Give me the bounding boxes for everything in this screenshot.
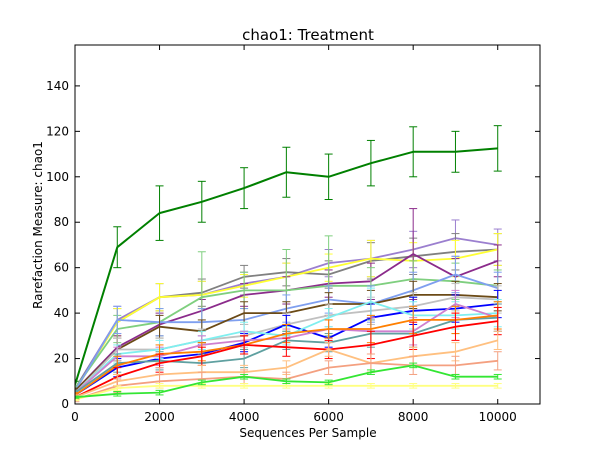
- series-16: [75, 351, 502, 403]
- x-tick-label: 2000: [144, 410, 175, 424]
- x-tick-label: 10000: [479, 410, 517, 424]
- series-17: [75, 383, 502, 402]
- y-tick-label: 140: [46, 79, 69, 93]
- chart-title: chao1: Treatment: [242, 26, 374, 44]
- x-tick-label: 0: [71, 410, 79, 424]
- plot-content: [75, 125, 502, 403]
- plot-area: 0 2000 4000 6000 8000 10000 0 20 40 60 80 100 120 140: [46, 44, 541, 424]
- x-tick-label: 6000: [313, 410, 344, 424]
- series-line: [75, 339, 498, 399]
- y-tick-label: 100: [46, 170, 69, 184]
- error-bar: [493, 383, 502, 389]
- y-tick-label: 40: [54, 306, 69, 320]
- x-tick-label: 8000: [398, 410, 429, 424]
- error-bar: [493, 373, 502, 380]
- series-line: [75, 320, 498, 399]
- ticks: 0 2000 4000 6000 8000 10000 0 20 40 60 80 100 120 140: [46, 45, 540, 424]
- plot-frame: [74, 44, 541, 405]
- y-tick-label: 60: [54, 261, 69, 275]
- y-tick-label: 120: [46, 124, 69, 138]
- series-line: [75, 314, 498, 396]
- error-bar: [493, 351, 502, 371]
- error-bar: [493, 125, 502, 172]
- series-line: [75, 364, 498, 399]
- series-line: [75, 278, 498, 389]
- series-line: [75, 147, 498, 384]
- series-0: [75, 125, 502, 387]
- y-tick-label: 0: [61, 397, 69, 411]
- error-bar: [493, 330, 502, 350]
- x-tick-label: 4000: [229, 410, 260, 424]
- x-axis-label: Sequences Per Sample: [239, 426, 376, 440]
- y-tick-label: 20: [54, 352, 69, 366]
- y-tick-label: 80: [54, 215, 69, 229]
- y-axis-label: Rarefaction Measure: chao1: [31, 141, 45, 309]
- series-line: [75, 384, 498, 401]
